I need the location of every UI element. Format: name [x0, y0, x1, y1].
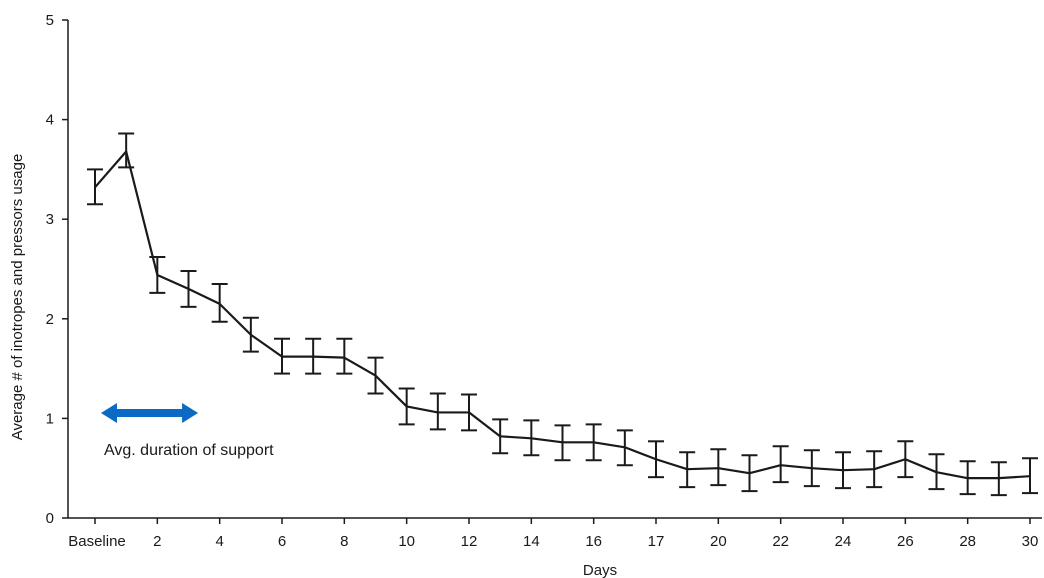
x-tick-label: 12: [461, 533, 478, 550]
x-tick-label: 2: [153, 533, 161, 550]
x-tick-label: 22: [772, 533, 789, 550]
x-tick-label: 24: [835, 533, 852, 550]
x-tick-label: 14: [523, 533, 540, 550]
duration-arrow: [101, 403, 199, 423]
y-tick-label: 5: [46, 12, 54, 29]
x-tick-label: 6: [278, 533, 286, 550]
y-ticks: 0 1 2 3 4 5: [46, 12, 68, 527]
x-tick-label: 26: [897, 533, 914, 550]
x-axis-title: Days: [583, 562, 617, 578]
duration-annotation: Avg. duration of support: [104, 442, 274, 459]
x-tick-label: Baseline: [68, 533, 126, 550]
x-ticks: Baseline 2 4 6 8 10 12 14 16 17 20 22 24 26 28 30: [68, 518, 1038, 550]
x-tick-label: 17: [648, 533, 665, 550]
series-line: [94, 150, 1031, 480]
x-tick-label: 16: [585, 533, 602, 550]
x-tick-label: 10: [398, 533, 415, 550]
double-arrow: [101, 403, 199, 423]
x-tick-label: 4: [215, 533, 223, 550]
x-tick-label: 30: [1022, 533, 1039, 550]
x-tick-label: 28: [959, 533, 976, 550]
y-tick-label: 0: [46, 510, 54, 527]
y-tick-label: 3: [46, 211, 54, 228]
y-axis-title: Average # of inotropes and pressors usag…: [9, 154, 26, 441]
x-tick-label: 20: [710, 533, 727, 550]
axes: [67, 20, 1042, 519]
y-tick-label: 1: [46, 410, 54, 427]
x-tick-label: 8: [340, 533, 348, 550]
y-tick-label: 4: [46, 112, 54, 129]
y-tick-label: 2: [46, 311, 54, 328]
